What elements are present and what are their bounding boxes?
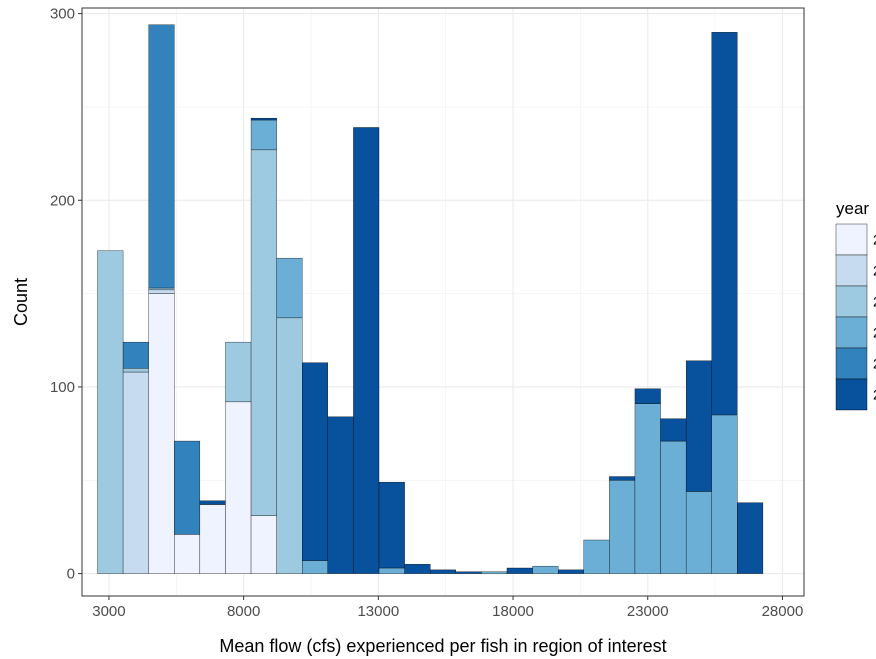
histogram-bar [557,569,584,574]
legend-label: 2 [873,263,876,279]
x-tick-label: 23000 [627,603,669,620]
histogram-bar [250,119,277,151]
histogram-bar [353,127,380,574]
histogram-bar [302,362,329,561]
histogram-bar [583,539,610,574]
legend-key [835,223,868,256]
axes: 3000 8000 13000 18000 23000 28000 0 100 200 300 [50,6,803,620]
histogram-bar [430,569,456,574]
histogram-bar [225,341,252,403]
y-axis-title: Count [11,278,31,326]
x-axis-title: Mean flow (cfs) experienced per fish in … [219,636,666,656]
histogram-bar [122,371,149,574]
y-tick-label: 300 [50,6,75,23]
x-tick-label: 8000 [227,603,260,620]
histogram-bar [250,515,277,574]
legend-title: year [836,199,869,218]
histogram-bar [660,418,687,442]
histogram-bar [327,416,354,574]
histogram-bar [609,480,636,574]
histogram-bar [148,289,175,294]
legend-key [835,347,868,380]
histogram-bar [122,368,149,373]
x-tick-label: 3000 [92,603,125,620]
histogram-bar [250,117,277,121]
panel-border [81,7,805,597]
y-tick-label: 0 [67,566,75,583]
histogram-bar [148,24,175,289]
histogram-bar [634,388,661,404]
legend-key [835,254,868,287]
histogram-bar [609,476,636,481]
legend-label: 2 [873,325,876,341]
histogram-bar [532,565,559,574]
histogram-bar [685,360,712,492]
histogram-bar [660,440,687,574]
histogram-bar [199,500,226,505]
legend-label: 2 [873,232,876,248]
y-tick-label: 200 [50,192,75,209]
legend-key [835,378,868,411]
histogram-bar [455,571,482,574]
histogram-bar [711,32,738,416]
legend-label: 2 [873,356,876,372]
histogram-bar [378,481,405,569]
histogram-bar [634,403,661,574]
y-tick-label: 100 [50,379,75,396]
histogram-bar [378,567,405,574]
legend: year 2 2 2 2 2 2 [835,199,876,411]
histogram-bar [148,293,175,574]
histogram-bar [276,257,303,319]
legend-key [835,285,868,318]
legend-label: 2 [873,387,876,403]
legend-key [835,316,868,349]
histogram-bar [250,149,277,516]
histogram-bar [685,491,712,574]
legend-label: 2 [873,294,876,310]
x-tick-label: 28000 [762,603,804,620]
histogram-bar [276,317,303,574]
histogram-bar [225,401,252,574]
histogram-bar [506,567,533,574]
histogram-bars [97,24,764,574]
legend-keys: 2 2 2 2 2 2 [835,223,876,411]
histogram-bar [148,287,175,291]
plot-panel [81,7,805,597]
histogram-bar [737,502,764,574]
x-tick-label: 18000 [492,603,534,620]
histogram-bar [174,534,201,574]
histogram-bar [174,440,201,535]
histogram-bar [711,414,738,574]
histogram-bar [199,504,226,574]
x-tick-label: 13000 [357,603,399,620]
histogram-bar [122,341,149,369]
histogram-bar [481,571,508,574]
histogram-bar [404,564,431,574]
histogram-bar [302,560,329,574]
histogram-bar [97,250,124,574]
